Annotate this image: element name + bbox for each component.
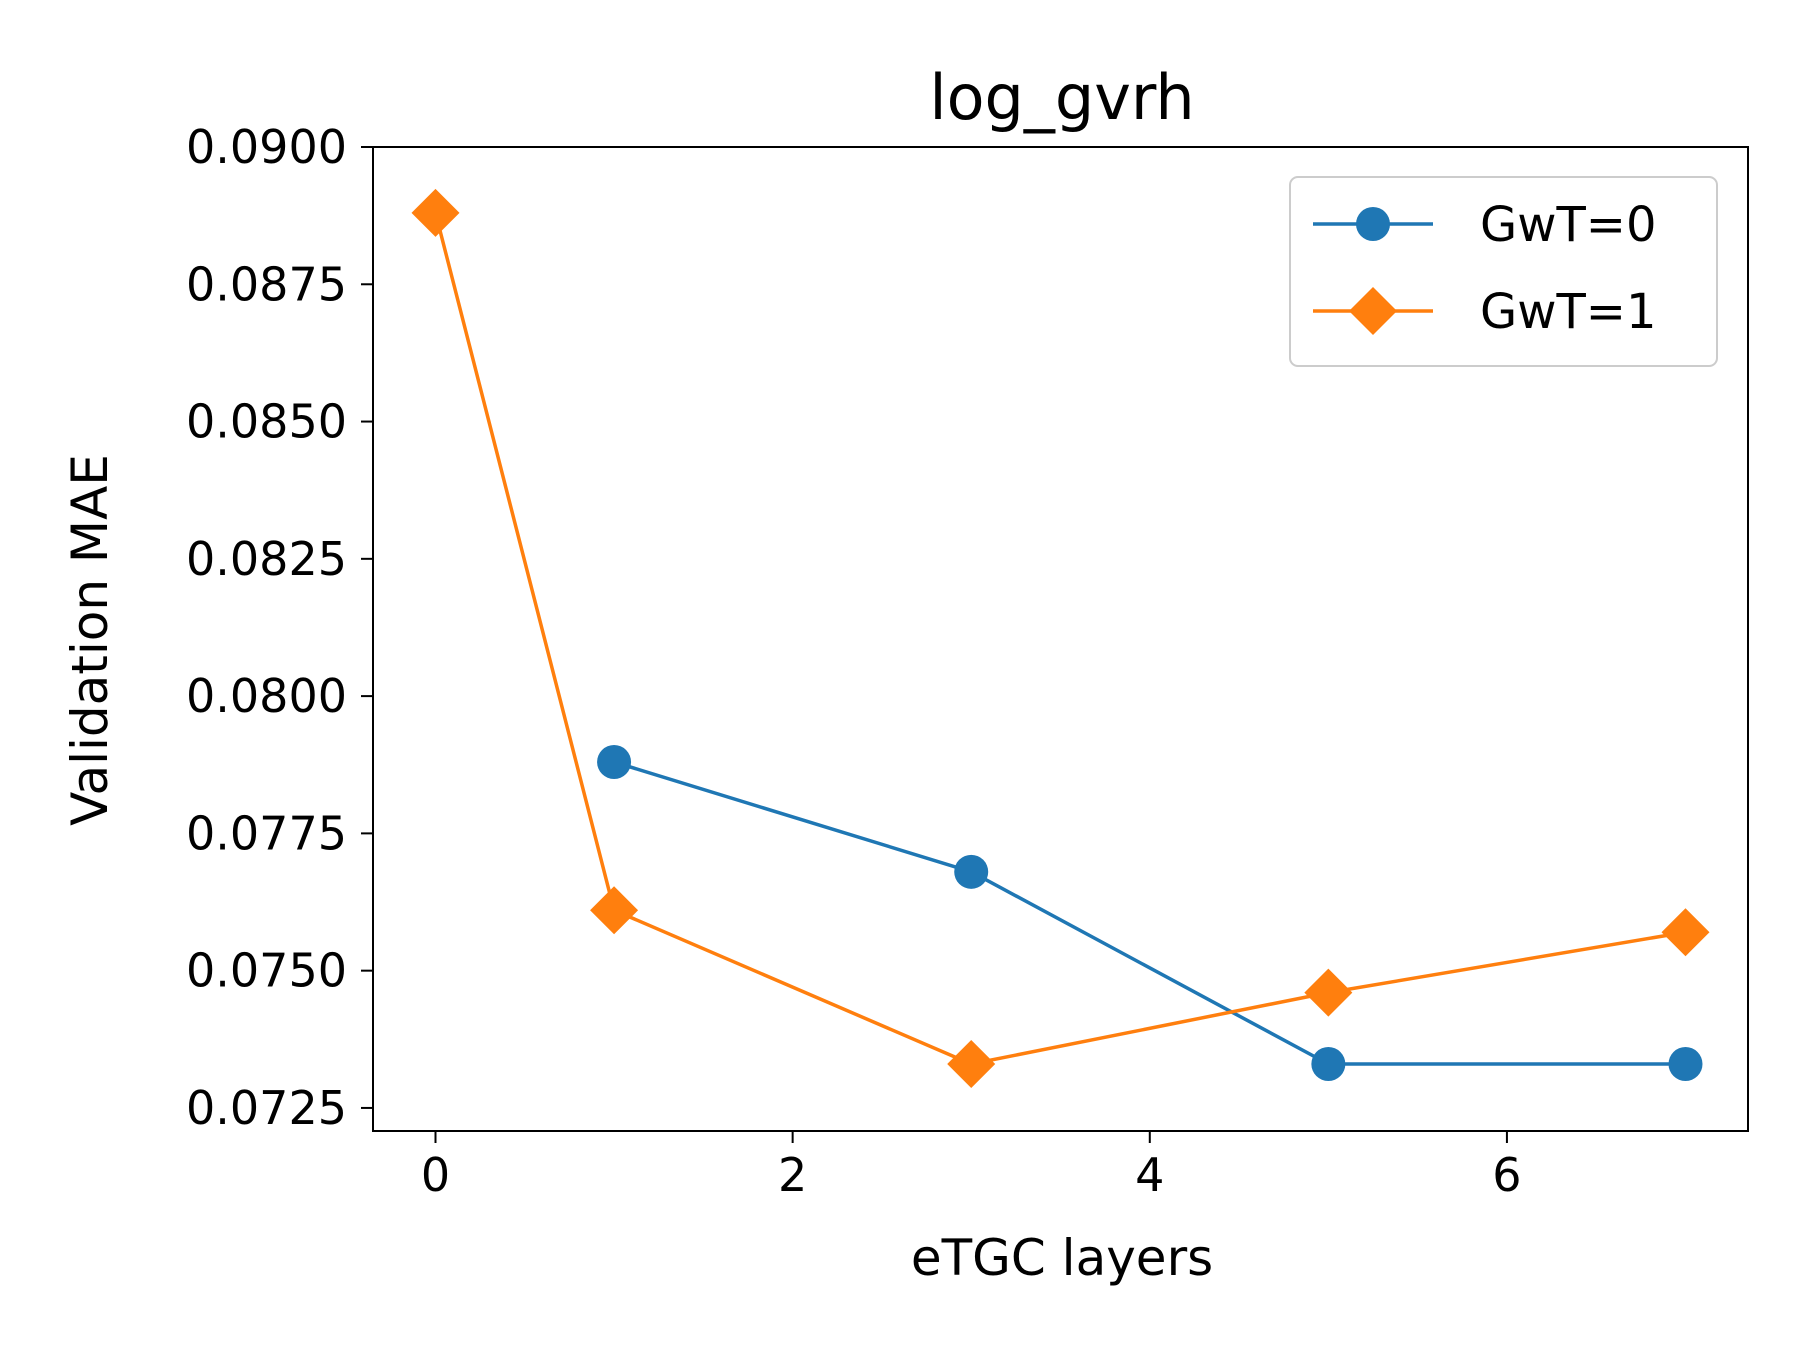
y-tick-label: 0.0900: [186, 120, 347, 174]
y-tick-label: 0.0775: [186, 806, 347, 860]
data-point-gwt-1: [1661, 908, 1710, 957]
x-tick-label: 6: [1492, 1148, 1521, 1202]
data-point-gwt-0: [1668, 1047, 1703, 1082]
legend-marker-gwt-0: [1356, 207, 1390, 241]
y-tick-label: 0.0825: [186, 532, 347, 586]
legend-label-gwt-1: GwT=1: [1480, 284, 1657, 340]
data-point-gwt-0: [1311, 1047, 1346, 1082]
data-point-gwt-0: [597, 745, 632, 779]
plot-area: 0 2 4 6 0.0725 0.0750 0.0775 0.0800 0.0825 0.0850…: [186, 120, 1749, 1202]
axes-frame: [372, 146, 1749, 1132]
y-tick-label: 0.0725: [186, 1081, 347, 1135]
y-tick-label: 0.0800: [186, 669, 347, 723]
data-point-gwt-1: [590, 886, 639, 935]
legend-marker-gwt-1: [1349, 287, 1397, 335]
y-axis-label: Validation MAE: [61, 454, 119, 826]
y-tick-label: 0.0750: [186, 944, 347, 998]
y-tick-label: 0.0875: [186, 257, 347, 311]
series-line-gwt-0: [613, 760, 1686, 1066]
data-point-gwt-1: [947, 1040, 996, 1089]
x-tick-label: 4: [1135, 1148, 1164, 1202]
data-point-gwt-1: [411, 188, 460, 237]
data-point-gwt-1: [1304, 968, 1353, 1017]
data-point-gwt-0: [954, 854, 989, 889]
chart-title: log_gvrh: [929, 61, 1194, 134]
x-tick-label: 0: [421, 1148, 450, 1202]
x-tick-label: 2: [778, 1148, 807, 1202]
x-axis-label: eTGC layers: [911, 1229, 1213, 1287]
legend: GwT=0 GwT=1: [1289, 176, 1718, 367]
y-tick-label: 0.0850: [186, 395, 347, 449]
legend-label-gwt-0: GwT=0: [1480, 197, 1657, 253]
